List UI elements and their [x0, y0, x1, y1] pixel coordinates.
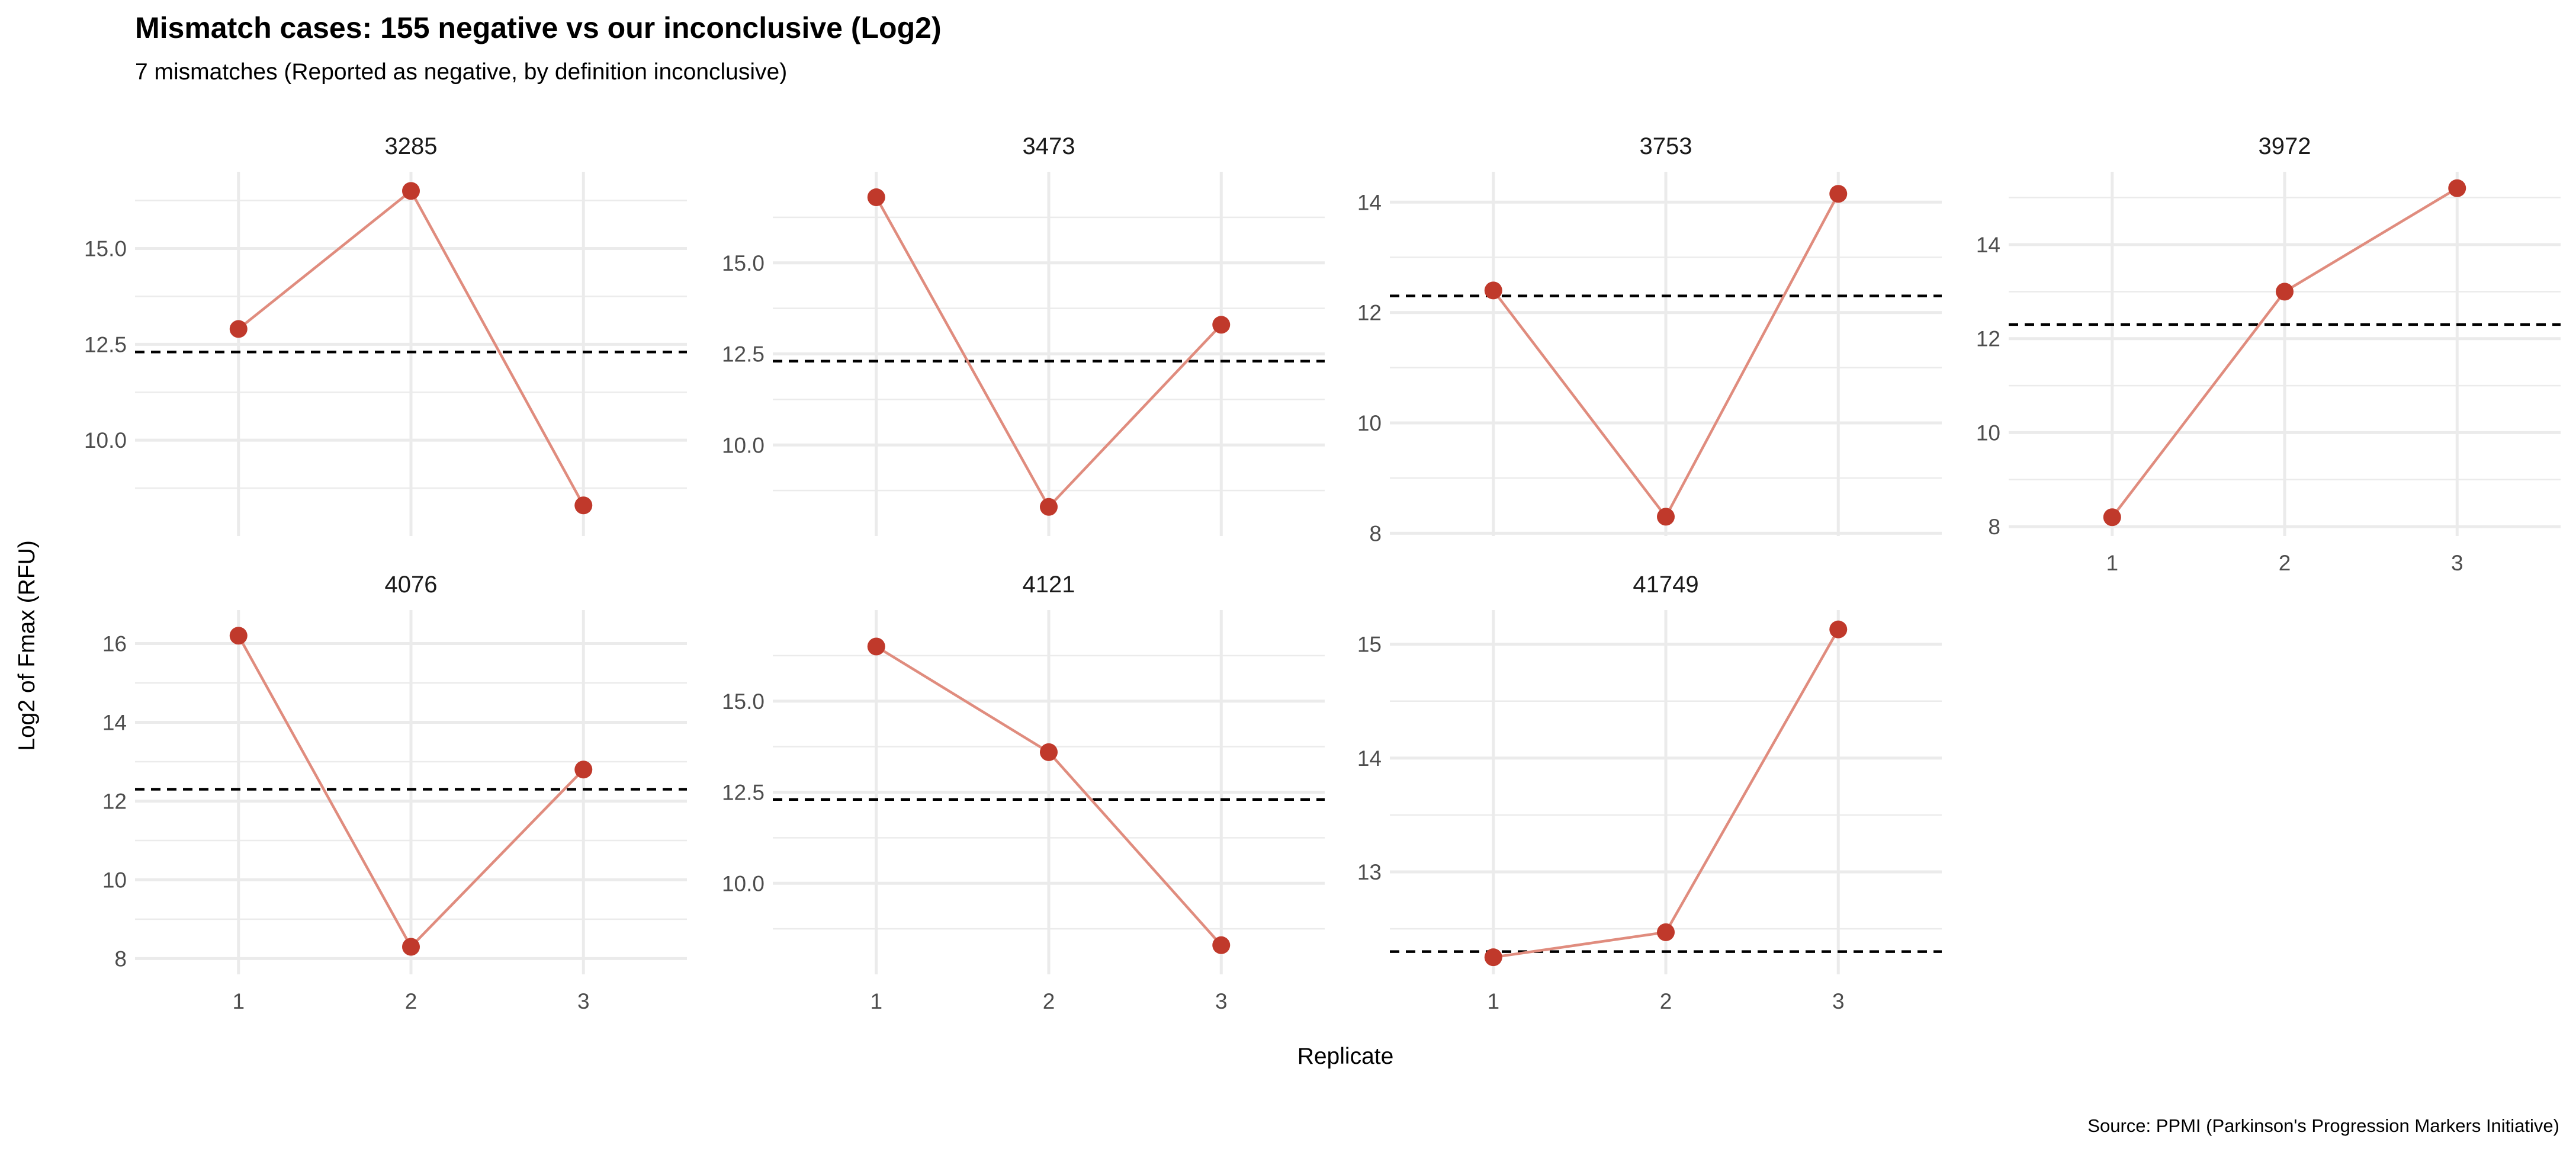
y-tick-label: 8: [1369, 521, 1382, 546]
facet-title: 3473: [1023, 133, 1075, 159]
y-tick-label: 12.5: [722, 342, 765, 367]
facet-title: 4121: [1023, 572, 1075, 598]
facet-title: 3972: [2259, 133, 2311, 159]
data-point: [1829, 185, 1848, 203]
y-tick-label: 10: [1976, 421, 2000, 445]
facet-title: 3753: [1640, 133, 1692, 159]
y-tick-label: 12: [1976, 327, 2000, 351]
y-tick-label: 16: [102, 632, 127, 656]
chart-caption: Source: PPMI (Parkinson's Progression Ma…: [2087, 1115, 2559, 1136]
x-tick-label: 2: [1043, 989, 1055, 1013]
y-tick-label: 10: [102, 868, 127, 892]
y-tick-label: 8: [1988, 515, 2000, 539]
data-point: [2276, 283, 2294, 301]
data-point: [574, 761, 593, 779]
data-point: [229, 627, 248, 645]
facet-panel: 8 10 12 14 3753: [1357, 133, 1942, 546]
data-point: [402, 182, 420, 200]
data-point: [1040, 743, 1058, 761]
y-tick-label: 14: [1357, 746, 1382, 771]
data-point: [1657, 508, 1675, 526]
x-tick-label: 3: [577, 989, 590, 1013]
y-tick-label: 14: [102, 710, 127, 734]
y-tick-label: 15.0: [84, 236, 127, 261]
data-point: [1484, 281, 1502, 300]
x-tick-label: 1: [232, 989, 245, 1013]
facet-panel: 10.0 12.5 15.0 3473: [722, 133, 1325, 536]
facet-panels: 10.012.515.0328510.012.515.0347381012143…: [84, 133, 2561, 1013]
x-tick-label: 2: [405, 989, 417, 1013]
data-point: [229, 320, 248, 338]
y-tick-label: 12.5: [722, 781, 765, 805]
data-point: [1657, 923, 1675, 941]
data-point: [1829, 620, 1848, 639]
data-point: [867, 188, 885, 207]
chart-subtitle: 7 mismatches (Reported as negative, by d…: [135, 59, 788, 85]
y-tick-label: 15.0: [722, 251, 765, 275]
data-point: [574, 496, 593, 515]
facet-title: 4076: [385, 572, 438, 598]
y-tick-label: 10.0: [84, 428, 127, 453]
y-tick-label: 12.5: [84, 332, 127, 357]
x-tick-label: 3: [1832, 989, 1845, 1013]
x-tick-label: 3: [2451, 551, 2463, 575]
x-axis-label: Replicate: [1297, 1044, 1394, 1069]
y-tick-label: 12: [1357, 301, 1382, 325]
facet-panel: 10.0 12.5 15.0 3285: [84, 133, 687, 536]
y-tick-label: 10: [1357, 411, 1382, 435]
chart-title: Mismatch cases: 155 negative vs our inco…: [135, 11, 942, 44]
facet-panel: 13 14 15 1 2 3 41749: [1357, 572, 1942, 1013]
y-tick-label: 14: [1357, 190, 1382, 214]
x-tick-label: 1: [870, 989, 882, 1013]
data-point: [1212, 936, 1231, 954]
x-tick-label: 1: [1487, 989, 1499, 1013]
facet-title: 3285: [385, 133, 438, 159]
data-point: [2103, 508, 2121, 527]
x-tick-label: 2: [1660, 989, 1672, 1013]
y-tick-label: 14: [1976, 233, 2000, 257]
data-point: [1212, 316, 1231, 334]
y-tick-label: 10.0: [722, 871, 765, 896]
data-point: [2448, 179, 2466, 197]
y-tick-label: 15.0: [722, 689, 765, 714]
x-tick-label: 3: [1215, 989, 1228, 1013]
y-tick-label: 10.0: [722, 433, 765, 457]
y-tick-label: 8: [114, 947, 127, 971]
data-point: [402, 938, 420, 956]
y-tick-label: 15: [1357, 633, 1382, 657]
data-point: [1040, 498, 1058, 516]
y-tick-label: 13: [1357, 860, 1382, 884]
facet-title: 41749: [1633, 572, 1698, 598]
x-tick-label: 2: [2279, 551, 2291, 575]
data-point: [1484, 948, 1502, 967]
facet-panel: 10.0 12.5 15.0 1 2 3 4121: [722, 572, 1325, 1013]
y-axis-label: Log2 of Fmax (RFU): [14, 540, 40, 750]
y-tick-label: 12: [102, 789, 127, 813]
x-tick-label: 1: [2106, 551, 2118, 575]
data-point: [867, 637, 885, 656]
